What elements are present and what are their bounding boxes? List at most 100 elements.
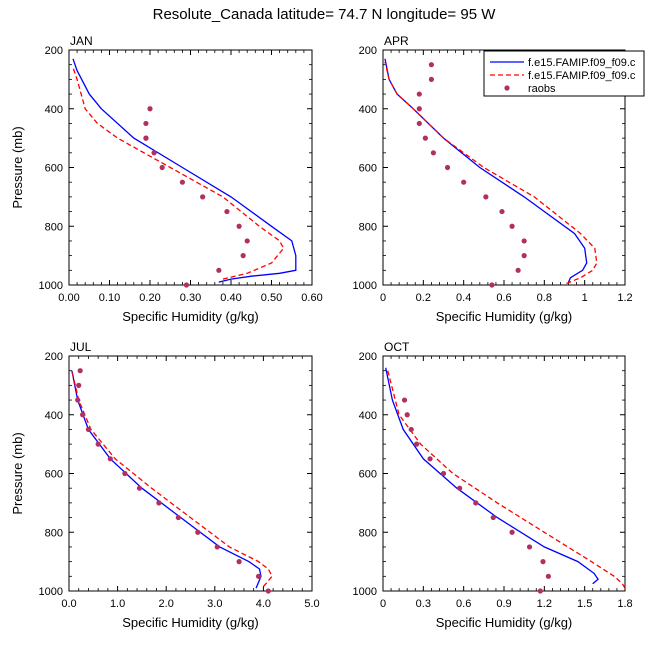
raobs-point [416, 120, 422, 127]
raobs-point [440, 470, 447, 477]
y-tick-label: 200 [45, 45, 63, 57]
y-tick-label: 1000 [353, 280, 377, 292]
raobs-point [509, 529, 515, 535]
figure-title: Resolute_Canada latitude= 74.7 N longitu… [152, 6, 496, 23]
x-tick-label: 1.5 [577, 598, 592, 610]
raobs-point [240, 253, 246, 259]
x-tick-label: 0.9 [496, 598, 511, 610]
y-tick-label: 600 [359, 163, 377, 175]
series-line-red [72, 67, 285, 280]
raobs-point [416, 91, 422, 97]
raobs-point [428, 62, 434, 68]
y-tick-label: 800 [359, 221, 377, 233]
raobs-point [444, 164, 451, 171]
panel-label: OCT [384, 340, 410, 354]
raobs-point [499, 208, 505, 215]
raobs-point [490, 514, 496, 521]
raobs-point [75, 397, 81, 403]
x-tick-label: 2.0 [159, 598, 174, 610]
series-line-red [71, 370, 273, 588]
legend-box [483, 50, 645, 97]
x-axis-label: Specific Humidity (g/kg) [436, 615, 573, 630]
x-tick-label: 4.0 [256, 598, 271, 610]
raobs-point [515, 267, 521, 273]
x-axis-label: Specific Humidity (g/kg) [436, 309, 573, 324]
y-axis-label: Pressure (mb) [10, 126, 25, 208]
raobs-point [244, 238, 250, 244]
legend-label: f.e15.FAMIP.f09_f09.c [528, 70, 636, 82]
legend-marker [504, 85, 510, 91]
x-tick-label: 1 [582, 292, 588, 304]
x-tick-label: 0.8 [537, 292, 552, 304]
raobs-point [159, 164, 165, 171]
raobs-point [457, 485, 463, 491]
x-tick-label: 0.30 [180, 292, 201, 304]
raobs-point [77, 368, 83, 374]
panel-jul: 0.0 1.0 2.0 3.0 4.0 5.0 200 400 600 800 1000 JUL Spe… [10, 340, 320, 630]
x-tick-label: 1.2 [617, 292, 632, 304]
raobs-point [214, 544, 220, 550]
y-tick-label: 600 [45, 163, 63, 175]
panel-jan: 0.00 0.10 0.20 0.30 0.40 0.50 0.60 200 400 600 800… [10, 34, 323, 324]
y-tick-label: 1000 [353, 586, 377, 598]
raobs-point [427, 456, 433, 462]
raobs-point [224, 208, 230, 215]
panel-label: JUL [70, 340, 92, 354]
y-tick-label: 200 [45, 351, 63, 363]
raobs-point [483, 194, 489, 200]
raobs-point [175, 514, 181, 521]
y-tick-label: 400 [45, 104, 63, 116]
y-tick-label: 800 [359, 527, 377, 539]
panel-label: APR [384, 34, 409, 48]
raobs-point [143, 135, 149, 141]
raobs-point [156, 500, 162, 506]
raobs-point [76, 382, 82, 388]
y-tick-label: 1000 [39, 280, 63, 292]
x-tick-label: 0.4 [456, 292, 471, 304]
raobs-point [422, 135, 428, 141]
x-tick-label: 0.10 [99, 292, 120, 304]
raobs-point [509, 223, 515, 229]
raobs-point [526, 544, 533, 550]
y-tick-label: 800 [45, 527, 63, 539]
raobs-point [521, 253, 527, 259]
legend: f.e15.FAMIP.f09_f09.cf.e15.FAMIP.f09_f09… [483, 50, 645, 97]
y-tick-label: 1000 [39, 586, 63, 598]
raobs-point [85, 426, 92, 433]
series-line-red [386, 367, 625, 589]
raobs-point [147, 106, 153, 112]
raobs-point [200, 194, 206, 200]
x-tick-label: 0.3 [416, 598, 431, 610]
raobs-point [236, 223, 242, 229]
plot-frame [68, 355, 313, 592]
raobs-point [122, 470, 128, 477]
x-tick-label: 0 [380, 598, 386, 610]
y-tick-label: 600 [45, 469, 63, 481]
y-tick-label: 400 [45, 410, 63, 422]
y-tick-label: 400 [359, 410, 377, 422]
plot-frame [382, 355, 626, 592]
raobs-point [265, 588, 271, 594]
raobs-point [414, 441, 420, 447]
x-tick-label: 0.2 [416, 292, 431, 304]
legend-label: f.e15.FAMIP.f09_f09.c [528, 57, 636, 69]
raobs-point [151, 150, 157, 156]
raobs-point [143, 120, 149, 127]
raobs-point [416, 106, 422, 112]
panel-label: JAN [70, 34, 93, 48]
y-tick-label: 400 [359, 104, 377, 116]
x-tick-label: 0.0 [61, 598, 76, 610]
panel-apr: 0 0.2 0.4 0.6 0.8 1 1.2 200 400 600 800 1000 APR Spec… [353, 34, 633, 324]
raobs-point [545, 573, 551, 579]
raobs-point [408, 426, 414, 433]
raobs-point [537, 588, 543, 594]
series-line-blue [72, 58, 297, 283]
raobs-point [428, 76, 434, 82]
raobs-point [461, 179, 467, 185]
y-axis-label: Pressure (mb) [10, 432, 25, 514]
x-tick-label: 0.20 [139, 292, 160, 304]
raobs-point [179, 179, 185, 185]
x-tick-label: 1.2 [537, 598, 552, 610]
legend-label: raobs [528, 83, 556, 95]
